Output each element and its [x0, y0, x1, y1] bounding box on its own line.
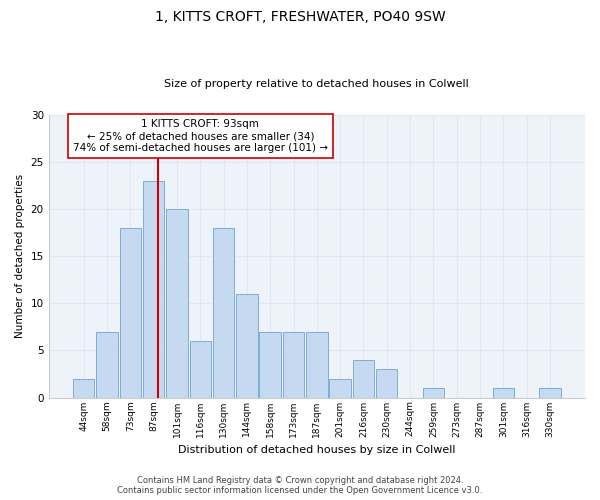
- Bar: [539, 388, 560, 398]
- Bar: [493, 388, 514, 398]
- Bar: [119, 228, 141, 398]
- Bar: [236, 294, 257, 398]
- Bar: [422, 388, 444, 398]
- Text: Contains HM Land Registry data © Crown copyright and database right 2024.
Contai: Contains HM Land Registry data © Crown c…: [118, 476, 482, 495]
- Bar: [73, 378, 94, 398]
- Bar: [259, 332, 281, 398]
- Text: 1 KITTS CROFT: 93sqm
← 25% of detached houses are smaller (34)
74% of semi-detac: 1 KITTS CROFT: 93sqm ← 25% of detached h…: [73, 120, 328, 152]
- Bar: [166, 209, 188, 398]
- Bar: [283, 332, 304, 398]
- Bar: [376, 369, 397, 398]
- Bar: [306, 332, 328, 398]
- Y-axis label: Number of detached properties: Number of detached properties: [15, 174, 25, 338]
- Bar: [143, 180, 164, 398]
- Bar: [190, 341, 211, 398]
- X-axis label: Distribution of detached houses by size in Colwell: Distribution of detached houses by size …: [178, 445, 455, 455]
- Text: 1, KITTS CROFT, FRESHWATER, PO40 9SW: 1, KITTS CROFT, FRESHWATER, PO40 9SW: [155, 10, 445, 24]
- Bar: [329, 378, 351, 398]
- Bar: [97, 332, 118, 398]
- Bar: [213, 228, 235, 398]
- Title: Size of property relative to detached houses in Colwell: Size of property relative to detached ho…: [164, 79, 469, 89]
- Bar: [353, 360, 374, 398]
